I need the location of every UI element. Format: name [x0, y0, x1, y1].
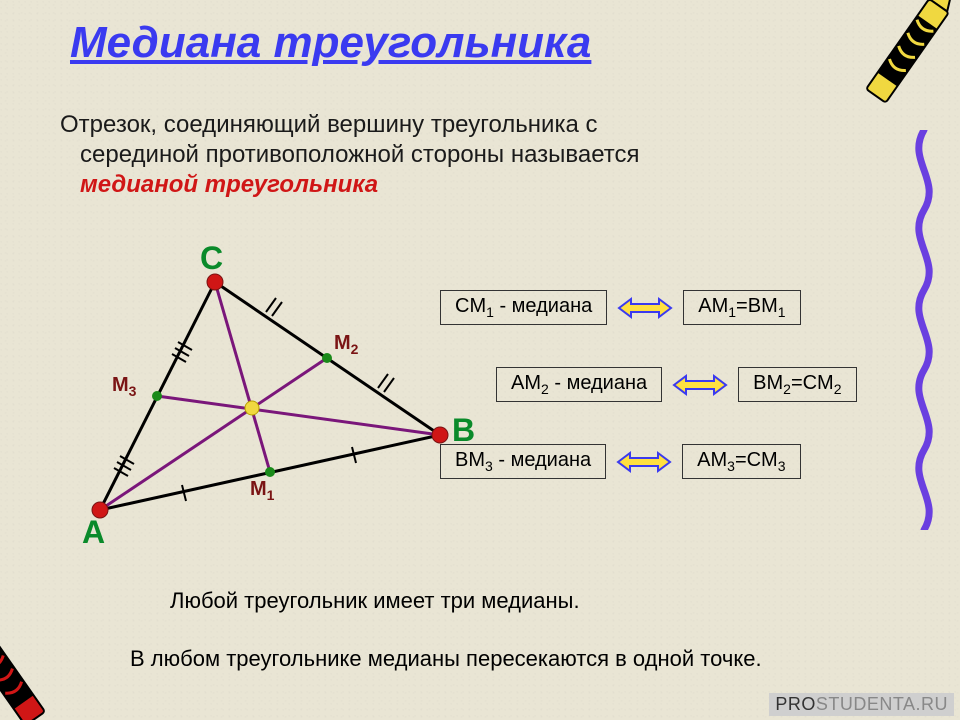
- midpoint-label-m1: M1: [250, 478, 274, 503]
- statement-1: Любой треугольник имеет три медианы.: [170, 588, 580, 614]
- relation-row: CM1 - медиана AM1=BM1: [440, 290, 940, 325]
- vertex-label-a: A: [82, 514, 105, 551]
- relation-left: BM3 - медиана: [440, 444, 606, 479]
- footer-watermark: PROSTUDENTA.RU: [769, 693, 954, 716]
- relations-block: CM1 - медиана AM1=BM1 AM2 - медиана BM2=…: [440, 290, 940, 521]
- double-arrow-icon: [616, 450, 672, 474]
- crayon-icon-bottom-left: [0, 604, 148, 720]
- double-arrow-icon: [672, 373, 728, 397]
- relation-row: AM2 - медиана BM2=CM2: [496, 367, 940, 402]
- midpoint-label-m3: M3: [112, 374, 136, 399]
- statement-2: В любом треугольнике медианы пересекаютс…: [130, 646, 762, 672]
- midpoint-label-m2: M2: [334, 332, 358, 357]
- intro-keyword: медианой треугольника: [80, 171, 378, 198]
- relation-right: AM1=BM1: [683, 290, 800, 325]
- relation-right: BM2=CM2: [738, 367, 856, 402]
- relation-row: BM3 - медиана AM3=CM3: [440, 444, 940, 479]
- relation-left: CM1 - медиана: [440, 290, 607, 325]
- intro-text: Отрезок, соединяющий вершину треугольник…: [60, 110, 880, 200]
- footer-dark: PRO: [775, 694, 816, 714]
- intro-line2: серединой противоположной стороны называ…: [80, 141, 640, 168]
- vertex-label-c: C: [200, 240, 223, 277]
- double-arrow-icon: [617, 296, 673, 320]
- relation-right: AM3=CM3: [682, 444, 800, 479]
- slide-background: Медиана треугольника Отрезок, соединяющи…: [0, 0, 960, 720]
- footer-light: STUDENTA.RU: [816, 694, 948, 714]
- page-title: Медиана треугольника: [70, 18, 591, 68]
- relation-left: AM2 - медиана: [496, 367, 662, 402]
- intro-line1: Отрезок, соединяющий вершину треугольник…: [60, 111, 598, 138]
